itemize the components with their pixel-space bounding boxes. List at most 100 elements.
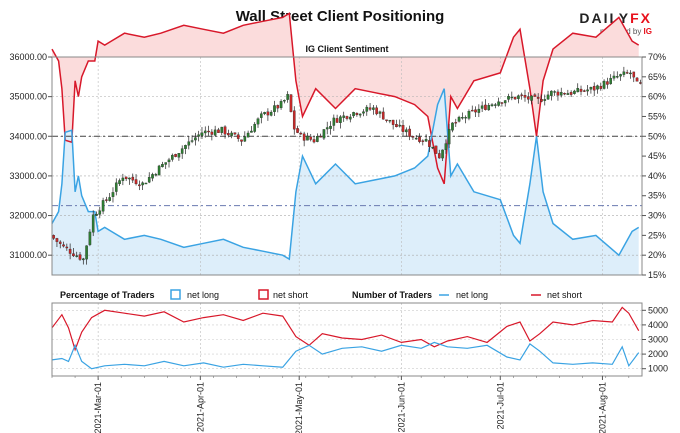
candle-body [566, 93, 570, 95]
candle-body [68, 248, 72, 254]
candle-body [497, 101, 500, 106]
candle-body [154, 174, 158, 176]
candle-body [240, 139, 243, 142]
candle-body [437, 153, 441, 159]
percent-tick-label: 25% [648, 230, 666, 240]
candle-body [592, 85, 596, 91]
candle-body [480, 105, 484, 109]
price-tick-label: 31000.00 [9, 250, 47, 260]
candle-body [325, 127, 329, 130]
candle-body [273, 105, 276, 112]
candle-body [434, 145, 438, 154]
candle-body [111, 192, 115, 197]
count-tick-label: 3000 [648, 335, 668, 345]
candle-body [217, 129, 220, 133]
candle-body [365, 106, 369, 112]
candle-body [441, 149, 444, 159]
candle-body [161, 164, 164, 168]
candle-body [151, 174, 154, 179]
candle-body [342, 115, 346, 118]
candle-body [128, 177, 131, 180]
date-tick-label: 2021-Jul-01 [495, 382, 505, 430]
net-long-percent-line [51, 88, 640, 261]
candle-body [563, 93, 566, 95]
candle-body [550, 90, 553, 96]
percent-tick-label: 30% [648, 211, 666, 221]
candle-body [632, 71, 636, 78]
price-tick-label: 35000.00 [9, 92, 47, 102]
legend-percentage-title: Percentage of Traders [60, 290, 155, 300]
candle-body [444, 143, 448, 150]
percent-tick-label: 15% [648, 270, 666, 280]
candle-body [95, 214, 98, 216]
candle-body [335, 118, 339, 123]
candle-body [316, 136, 319, 142]
candle-body [279, 101, 283, 109]
candle-body [368, 107, 372, 110]
candle-body [256, 118, 260, 125]
count-tick-label: 1000 [648, 364, 668, 374]
candle-body [599, 85, 603, 89]
candle-body [91, 214, 95, 233]
lower-gridlines [52, 303, 642, 376]
price-tick-label: 32000.00 [9, 211, 47, 221]
candle-body [484, 104, 487, 110]
price-tick-label: 33000.00 [9, 171, 47, 181]
candle-body [576, 88, 580, 93]
candle-body [405, 129, 408, 133]
candle-body [451, 122, 454, 131]
candle-body [207, 130, 210, 133]
candle-body [503, 100, 507, 104]
candle-body [500, 102, 504, 104]
candle-body [487, 105, 491, 111]
net-short-percent-line [51, 12, 640, 185]
candle-body [246, 132, 250, 138]
candle-body [431, 146, 435, 149]
candle-body [118, 180, 121, 185]
price-tick-label: 34000.00 [9, 131, 47, 141]
legend: Percentage of Traders net long net short… [60, 289, 583, 300]
candle-body [573, 90, 576, 94]
legend-pct-net-short-label: net short [273, 290, 309, 300]
ig-logo: IG [643, 27, 652, 36]
candle-body [88, 231, 92, 245]
candle-body [612, 75, 616, 79]
candle-body [101, 200, 105, 212]
candle-body [72, 253, 75, 257]
candle-body [157, 165, 161, 176]
candle-body [339, 116, 342, 123]
candle-body [385, 119, 388, 121]
candle-body [583, 90, 586, 92]
candle-body [194, 137, 197, 141]
candle-body [197, 134, 200, 137]
candle-body [177, 153, 181, 158]
candle-body [289, 94, 293, 112]
candle-body [490, 104, 494, 107]
candle-body [138, 184, 141, 187]
candle-body [276, 105, 280, 109]
candle-body [408, 128, 411, 137]
count-tick-label: 2000 [648, 349, 668, 359]
candle-body [513, 96, 517, 100]
candle-body [615, 76, 619, 78]
candle-body [98, 210, 102, 215]
candle-body [414, 137, 418, 140]
candle-body [78, 254, 82, 260]
candle-body [411, 136, 415, 138]
candle-body [553, 91, 556, 93]
candle-body [579, 88, 583, 92]
candle-body [332, 117, 336, 126]
net-short-percent-area [52, 13, 639, 184]
candle-body [467, 111, 471, 119]
right-percent-axis: 15% 20% 25% 30% 35% 40% 45% 50% 55% 60% 65% 70% [642, 52, 666, 280]
candle-body [619, 74, 622, 77]
candle-body [510, 96, 514, 99]
chart-subtitle: IG Client Sentiment [305, 44, 388, 54]
candle-body [227, 133, 230, 136]
candle-body [223, 126, 227, 135]
candle-body [167, 159, 171, 163]
candle-body [65, 246, 69, 249]
legend-pct-net-long-swatch [170, 289, 181, 300]
candle-body [457, 116, 461, 122]
candle-body [180, 148, 184, 154]
